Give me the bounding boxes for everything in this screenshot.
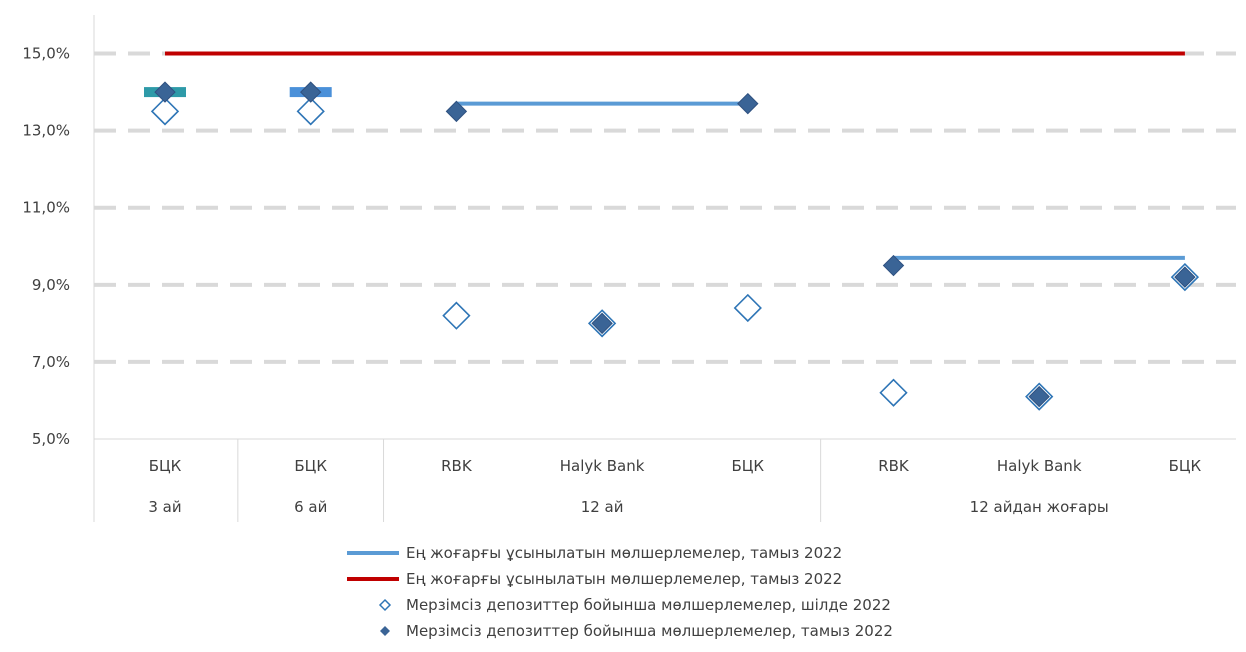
open-diamond-point xyxy=(442,301,471,330)
legend-label: Мерзімсіз депозиттер бойынша мөлшерлемел… xyxy=(406,622,893,640)
open-diamond-point xyxy=(296,97,325,126)
x-category-label: Halyk Bank xyxy=(560,457,645,475)
x-category-label: БЦК xyxy=(294,457,327,475)
filled-diamond-point xyxy=(299,81,322,103)
filled-diamond-point xyxy=(445,100,468,123)
open-diamond-point xyxy=(879,378,908,407)
y-tick-label: 9,0% xyxy=(32,276,70,294)
x-group-label: 12 айдан жоғары xyxy=(970,498,1109,516)
y-tick-label: 7,0% xyxy=(32,353,70,371)
open-diamond-point xyxy=(733,293,762,323)
y-tick-label: 15,0% xyxy=(22,45,70,63)
legend-open-diamond xyxy=(378,598,392,612)
x-category-label: RBK xyxy=(441,457,473,475)
x-category-label: RBK xyxy=(878,457,910,475)
x-category-label: БЦК xyxy=(732,457,765,475)
filled-diamond-point xyxy=(1028,385,1050,408)
open-diamond-point xyxy=(150,97,180,126)
x-group-label: 6 ай xyxy=(294,498,327,516)
x-group-label: 12 ай xyxy=(581,498,624,516)
x-category-label: БЦК xyxy=(1169,457,1202,475)
filled-diamond-point xyxy=(1174,266,1196,288)
legend-filled-diamond xyxy=(380,626,390,636)
x-category-label: БЦК xyxy=(149,457,182,475)
y-tick-label: 11,0% xyxy=(22,199,70,217)
filled-diamond-point xyxy=(737,92,759,115)
legend-label: Ең жоғарғы ұсынылатын мөлшерлемелер, там… xyxy=(406,544,842,562)
x-category-label: Halyk Bank xyxy=(997,457,1082,475)
filled-diamond-point xyxy=(591,312,613,335)
filled-diamond-point xyxy=(882,254,905,277)
filled-diamond-point xyxy=(154,81,176,103)
y-tick-label: 13,0% xyxy=(22,122,70,140)
legend-label: Мерзімсіз депозиттер бойынша мөлшерлемел… xyxy=(406,596,891,614)
y-tick-label: 5,0% xyxy=(32,430,70,448)
legend-label: Ең жоғарғы ұсынылатын мөлшерлемелер, там… xyxy=(406,570,842,588)
x-group-label: 3 ай xyxy=(148,498,181,516)
